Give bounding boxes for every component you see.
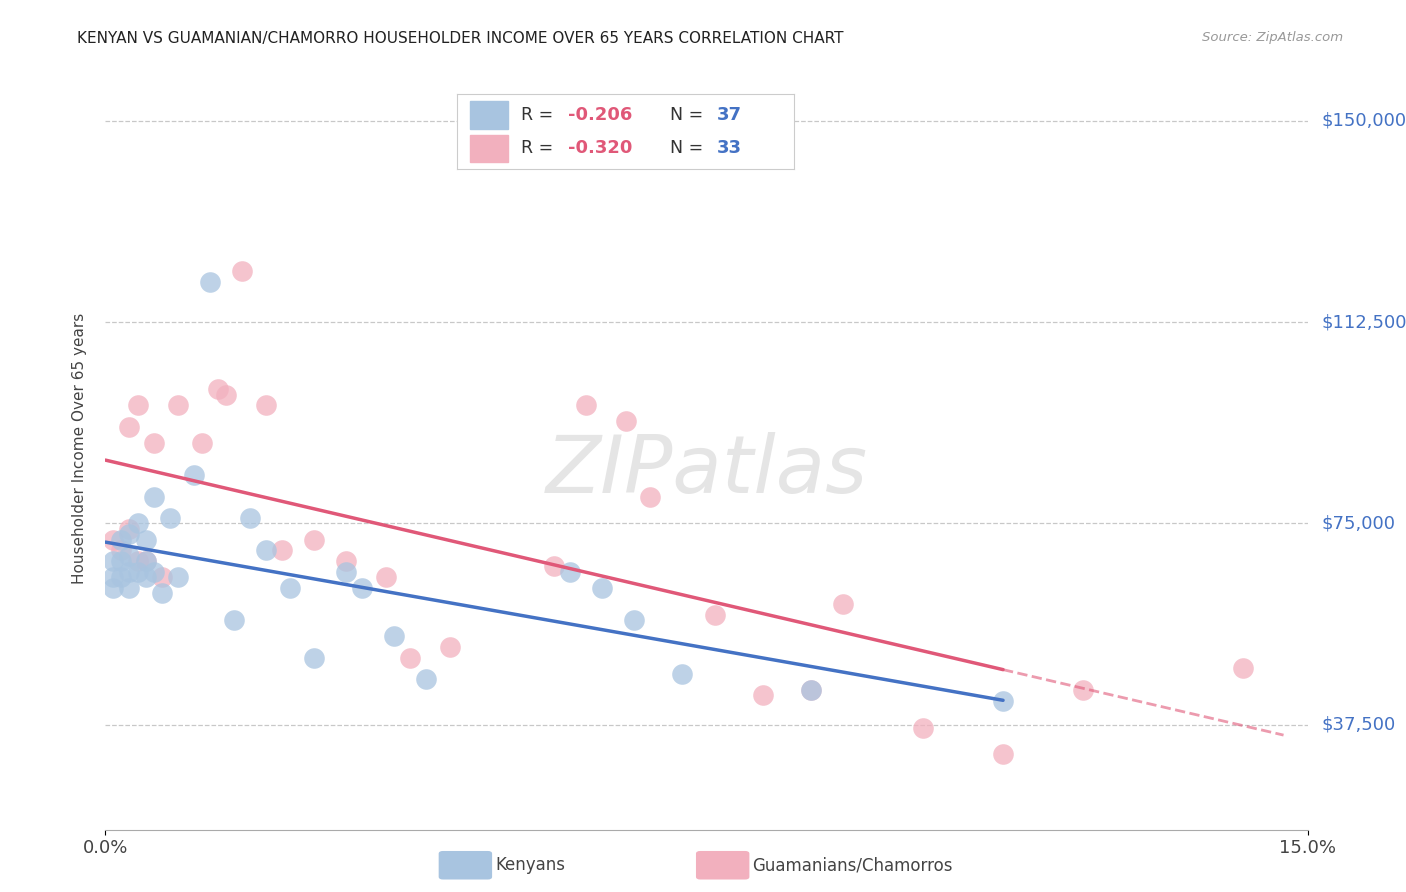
Text: 33: 33 (717, 139, 742, 157)
Y-axis label: Householder Income Over 65 years: Householder Income Over 65 years (72, 312, 87, 584)
Point (1071, 682, 1094, 697)
Text: 37: 37 (717, 106, 742, 124)
Point (254, 398, 277, 412)
Point (800, 682, 823, 697)
Point (159, 511, 181, 525)
Point (335, 565, 357, 579)
Point (127, 554, 149, 568)
Point (118, 581, 141, 595)
Text: $75,000: $75,000 (1322, 515, 1396, 533)
Text: Kenyans: Kenyans (495, 856, 565, 874)
Point (190, 435, 212, 450)
Point (415, 672, 437, 686)
Text: R =: R = (522, 106, 558, 124)
Point (150, 586, 173, 600)
Point (127, 565, 149, 579)
Text: Source: ZipAtlas.com: Source: ZipAtlas.com (1202, 31, 1343, 45)
Text: $112,500: $112,500 (1322, 313, 1406, 331)
Point (1232, 661, 1254, 675)
Point (110, 554, 132, 568)
Text: N =: N = (669, 139, 709, 157)
Point (911, 721, 934, 735)
Point (135, 554, 157, 568)
Point (270, 543, 292, 558)
Point (335, 554, 357, 568)
Bar (471, 101, 508, 128)
Point (118, 549, 141, 563)
Text: N =: N = (669, 106, 709, 124)
Point (166, 570, 188, 584)
Point (591, 581, 613, 595)
Point (103, 570, 125, 584)
Point (374, 570, 398, 584)
Point (142, 435, 165, 450)
Point (616, 414, 638, 428)
Bar (471, 135, 508, 161)
Point (183, 468, 205, 483)
Point (142, 565, 165, 579)
Point (231, 264, 253, 278)
Text: -0.206: -0.206 (568, 106, 633, 124)
Point (350, 581, 373, 595)
Point (166, 398, 188, 412)
Point (800, 682, 823, 697)
Point (222, 613, 245, 627)
Point (103, 533, 125, 547)
Point (150, 570, 173, 584)
Point (623, 613, 645, 627)
Point (751, 688, 773, 702)
Point (127, 398, 149, 412)
Point (254, 543, 277, 558)
Point (382, 629, 405, 643)
Point (831, 597, 853, 611)
Point (991, 693, 1014, 707)
Text: $37,500: $37,500 (1322, 715, 1396, 734)
Point (302, 533, 325, 547)
Text: R =: R = (522, 139, 558, 157)
Point (214, 387, 236, 401)
Point (118, 522, 141, 536)
Point (671, 666, 693, 681)
Point (118, 419, 141, 434)
Point (278, 581, 301, 595)
Point (703, 607, 725, 622)
Point (640, 490, 662, 504)
Text: -0.320: -0.320 (568, 139, 633, 157)
Point (560, 565, 582, 579)
Point (399, 650, 422, 665)
Point (439, 640, 461, 654)
Point (302, 650, 325, 665)
Point (103, 554, 125, 568)
Text: KENYAN VS GUAMANIAN/CHAMORRO HOUSEHOLDER INCOME OVER 65 YEARS CORRELATION CHART: KENYAN VS GUAMANIAN/CHAMORRO HOUSEHOLDER… (77, 31, 844, 46)
Point (110, 543, 132, 558)
Point (118, 527, 141, 541)
Point (575, 398, 598, 412)
Point (991, 747, 1014, 762)
Point (135, 554, 157, 568)
Point (207, 382, 229, 396)
Point (135, 570, 157, 584)
Text: Guamanians/Chamorros: Guamanians/Chamorros (752, 856, 953, 874)
Point (239, 511, 262, 525)
Point (118, 565, 141, 579)
Text: $150,000: $150,000 (1322, 112, 1406, 129)
Point (110, 533, 132, 547)
Point (135, 533, 157, 547)
Point (543, 559, 565, 574)
Point (127, 516, 149, 531)
Point (110, 570, 132, 584)
Point (142, 490, 165, 504)
Point (103, 581, 125, 595)
Text: ZIPatlas: ZIPatlas (546, 432, 868, 510)
Point (198, 275, 221, 289)
